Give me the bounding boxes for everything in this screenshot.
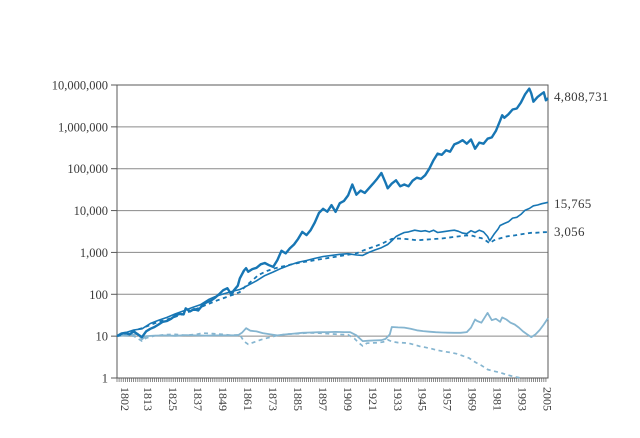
svg-text:100,000: 100,000 <box>67 162 108 176</box>
svg-text:1873: 1873 <box>266 387 280 411</box>
plot-frame <box>116 84 549 379</box>
svg-text:10,000: 10,000 <box>74 204 108 218</box>
svg-text:1981: 1981 <box>491 387 505 411</box>
svg-text:1885: 1885 <box>291 387 305 411</box>
svg-text:1933: 1933 <box>391 387 405 411</box>
svg-text:1,000: 1,000 <box>80 246 108 260</box>
svg-text:1945: 1945 <box>416 387 430 411</box>
svg-text:1,000,000: 1,000,000 <box>58 120 108 134</box>
end-value-label-bills: 3,056 <box>554 224 585 239</box>
svg-text:1861: 1861 <box>241 387 255 411</box>
svg-text:1957: 1957 <box>441 387 455 411</box>
svg-text:1909: 1909 <box>341 387 355 411</box>
series-line-bills <box>116 231 549 337</box>
svg-text:10,000,000: 10,000,000 <box>52 79 108 93</box>
svg-text:1993: 1993 <box>516 387 530 411</box>
svg-text:10: 10 <box>96 330 109 344</box>
horizontal-gridlines <box>117 126 548 337</box>
series-lines <box>116 87 549 379</box>
svg-text:2005: 2005 <box>541 387 555 411</box>
series-line-gold <box>116 312 549 342</box>
svg-text:100: 100 <box>89 288 108 302</box>
svg-text:1921: 1921 <box>366 387 380 411</box>
svg-text:1837: 1837 <box>191 387 205 411</box>
svg-text:1825: 1825 <box>166 387 180 411</box>
series-line-stocks <box>116 87 549 339</box>
svg-text:1: 1 <box>102 372 108 386</box>
x-axis-labels: 1802 1813 1825 1837 1849 1861 1873 1885 1897 1909… <box>118 387 555 411</box>
svg-text:1849: 1849 <box>216 387 230 411</box>
series-line-bonds <box>116 201 549 337</box>
svg-text:1897: 1897 <box>316 387 330 411</box>
y-axis-ticks <box>111 84 117 379</box>
svg-text:1802: 1802 <box>118 387 132 411</box>
end-value-label-stocks: 4,808,731 <box>554 89 609 104</box>
y-axis-labels: 1 10 100 1,000 10,000 100,000 1,000,000 10,000,… <box>52 79 108 386</box>
series-line-dollar <box>116 331 524 379</box>
end-value-label-bonds: 15,765 <box>554 196 592 211</box>
svg-text:1969: 1969 <box>466 387 480 411</box>
x-axis-year-ticks <box>116 378 547 382</box>
svg-text:1813: 1813 <box>141 387 155 411</box>
